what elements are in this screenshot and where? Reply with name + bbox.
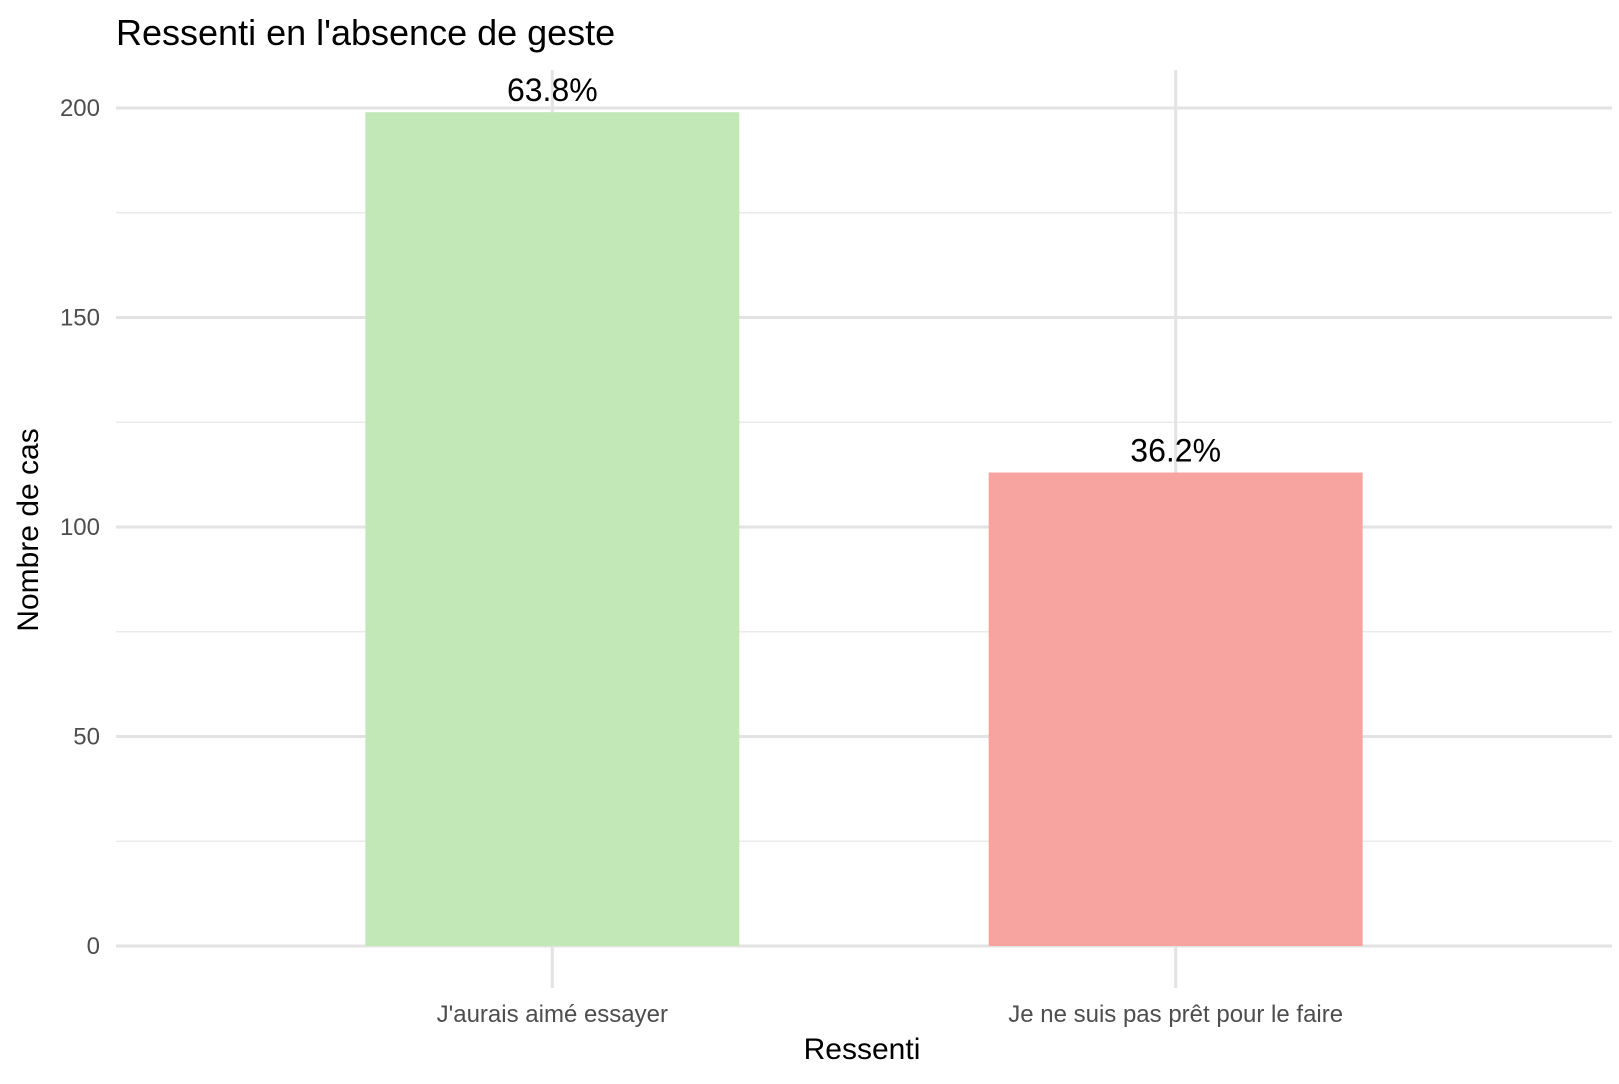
x-tick-label: J'aurais aimé essayer (437, 1001, 668, 1028)
y-axis-label: Nombre de cas (12, 428, 45, 631)
data-labels: 63.8% 36.2% (507, 72, 1221, 468)
x-axis-label: Ressenti (804, 1033, 921, 1066)
y-tick-label: 200 (60, 95, 100, 122)
bar (988, 472, 1363, 946)
bars (365, 112, 1363, 946)
grid (116, 70, 1612, 988)
bar (365, 112, 740, 946)
y-tick-label: 100 (60, 514, 100, 541)
x-tick-label: Je ne suis pas prêt pour le faire (1008, 1001, 1343, 1028)
axes: 0 50 100 150 200 J'aurais aimé essayer Je ne s… (60, 95, 1343, 1028)
chart-title: Ressenti en l'absence de geste (116, 12, 615, 53)
data-label: 63.8% (507, 72, 598, 108)
data-label: 36.2% (1130, 433, 1221, 469)
y-tick-label: 150 (60, 305, 100, 332)
y-tick-label: 50 (73, 724, 100, 751)
y-tick-label: 0 (87, 933, 100, 960)
